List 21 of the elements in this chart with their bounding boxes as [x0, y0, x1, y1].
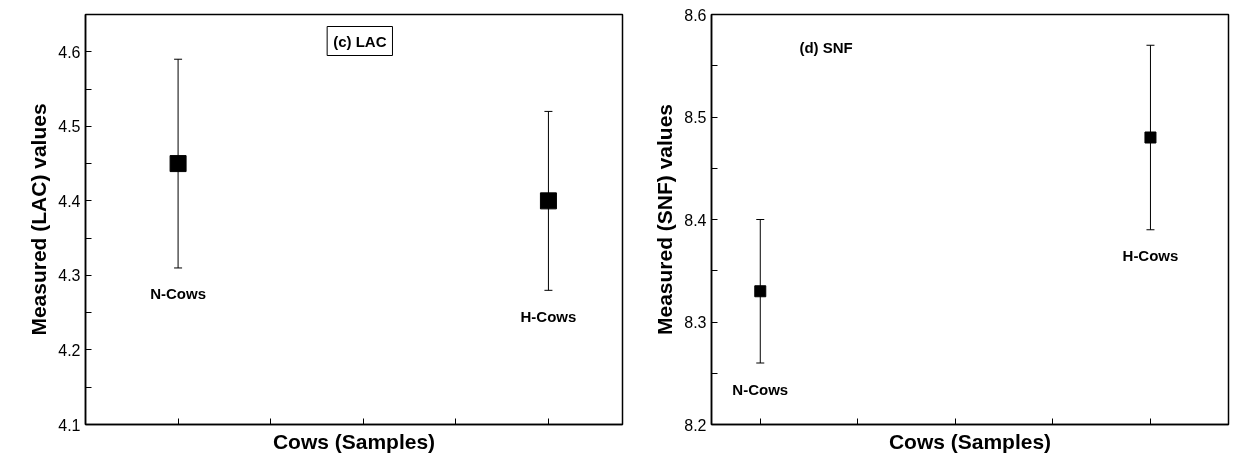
annotation: N-Cows — [150, 285, 207, 303]
y-tick-label: 8.5 — [684, 109, 707, 126]
x-axis-title: Cows (Samples) — [272, 429, 436, 453]
y-tick-label: 8.4 — [684, 211, 707, 229]
y-tick-label: 8.6 — [684, 6, 707, 24]
y-tick-label: 4.3 — [58, 267, 81, 285]
y-tick-label: 4.5 — [58, 118, 81, 136]
annotation: (d) SNF — [799, 38, 853, 56]
y-tick-label: 8.3 — [684, 314, 707, 331]
y-axis-title: Measured (LAC) values — [27, 103, 51, 336]
annotation: (c) LAC — [333, 32, 387, 50]
y-tick-label: 4.6 — [58, 43, 81, 61]
y-tick-label: 4.4 — [58, 192, 81, 210]
y-tick-label: 4.1 — [58, 416, 81, 434]
annotation: H-Cows — [1122, 247, 1179, 265]
y-tick-label: 4.2 — [58, 341, 81, 359]
y-tick-label: 8.2 — [684, 416, 707, 434]
annotation: N-Cows — [732, 380, 789, 398]
annotation: H-Cows — [520, 307, 577, 325]
y-axis-title: Measured (SNF) values — [653, 103, 677, 336]
x-axis-title: Cows (Samples) — [888, 429, 1052, 453]
